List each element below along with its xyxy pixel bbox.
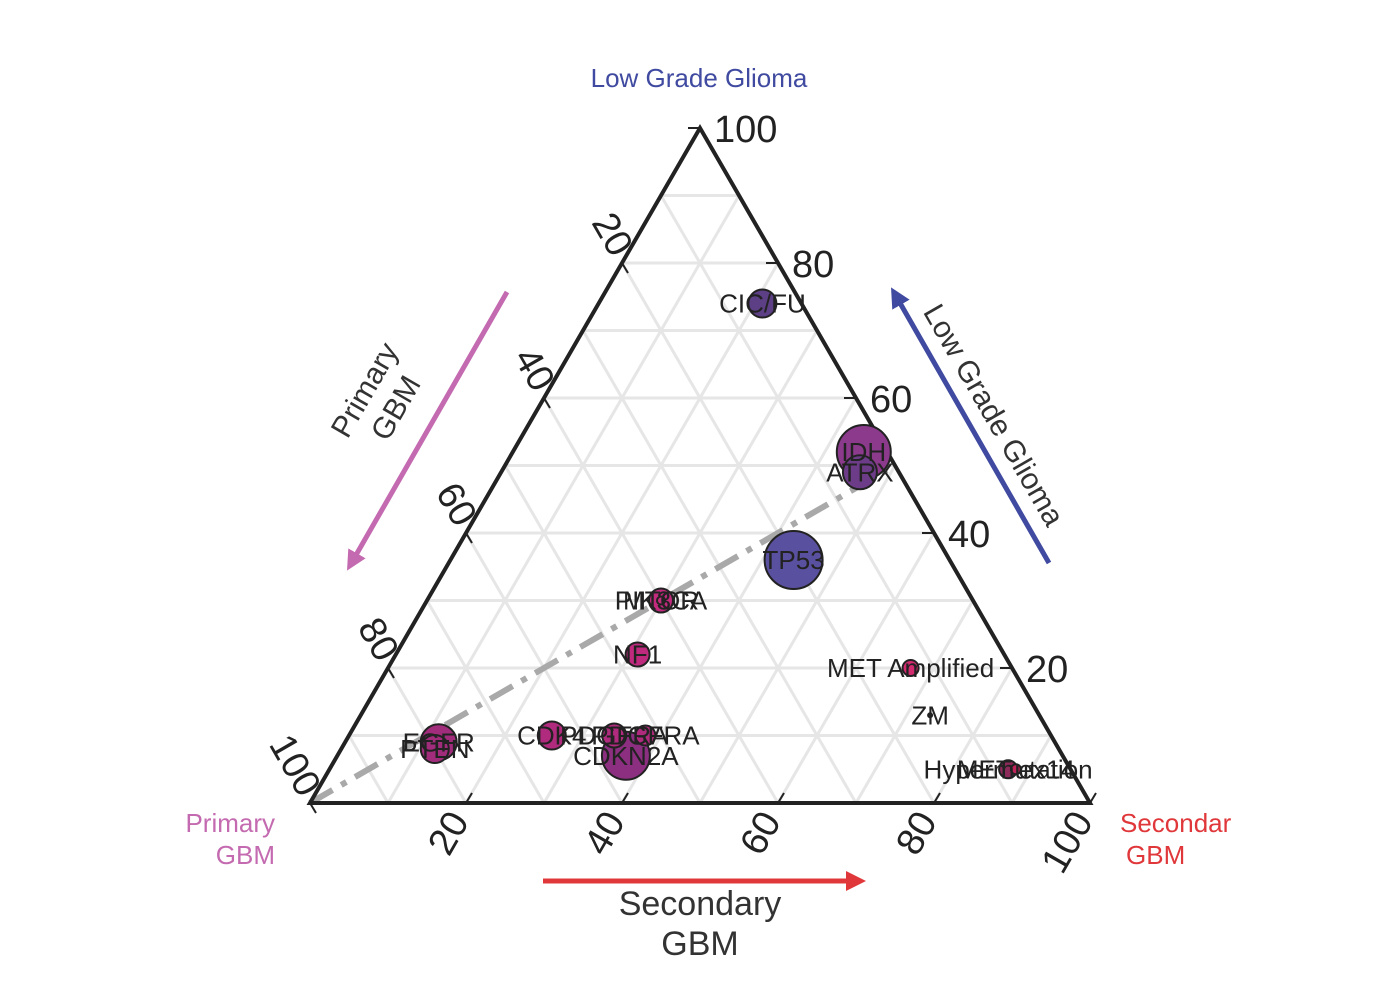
data-point-label: Hypermutation xyxy=(924,754,1093,784)
data-point-label: PDGFRA xyxy=(560,721,669,751)
tick-label-primary: 80 xyxy=(349,611,407,669)
data-point-label: NF1 xyxy=(613,640,662,670)
ternary-frame xyxy=(306,124,1094,805)
data-point-label: ATRX xyxy=(826,457,893,487)
tick-label-lgg: 20 xyxy=(1026,649,1068,691)
grid-line-secondary xyxy=(932,667,1014,804)
data-point-label: PTEN xyxy=(400,734,469,764)
tick-label-lgg: 80 xyxy=(792,244,834,286)
tick-mark-primary xyxy=(309,802,317,814)
tick-mark-secondary xyxy=(777,792,785,804)
tick-label-primary: 20 xyxy=(583,206,641,264)
corner-label-left-line1: Primary xyxy=(185,808,275,838)
data-point xyxy=(763,530,824,590)
tick-mark-secondary xyxy=(621,792,629,804)
data-point-label: MTOR xyxy=(623,586,699,616)
reference-line xyxy=(308,462,897,806)
tick-mark-primary xyxy=(621,262,629,274)
tick-mark-secondary xyxy=(933,792,941,804)
side-label-bottom-line1: Secondary xyxy=(619,885,782,923)
data-point-label: TP53 xyxy=(763,545,825,575)
data-point xyxy=(656,595,666,606)
data-point-label: CIC/FU xyxy=(719,289,806,319)
grid-line-secondary xyxy=(698,464,897,804)
tick-label-secondary: 100 xyxy=(1034,805,1102,881)
data-point-label: PDGFRA xyxy=(591,721,700,751)
data-point xyxy=(841,454,878,491)
side-label-right: Low Grade Glioma xyxy=(916,299,1070,532)
corner-label-right-line1: Secondar xyxy=(1120,808,1232,838)
tick-label-secondary: 60 xyxy=(732,805,790,863)
grid-line-secondary xyxy=(1010,734,1053,804)
side-label-right-text: Low Grade Glioma xyxy=(916,299,1070,532)
corner-label-top: Low Grade Glioma xyxy=(591,63,808,93)
tick-label-lgg: 100 xyxy=(714,109,777,151)
data-point xyxy=(1009,763,1022,776)
tick-mark-secondary xyxy=(465,792,473,804)
arrow-low-grade-glioma xyxy=(891,287,1052,565)
data-point xyxy=(624,641,651,668)
tick-mark-primary xyxy=(543,397,551,409)
grid-line-secondary xyxy=(776,532,936,804)
reference-dash-dot-line xyxy=(308,462,897,806)
data-point xyxy=(419,734,450,764)
tick-label-primary: 40 xyxy=(505,341,563,399)
data-point xyxy=(601,722,628,749)
data-point-label: PIK3CA xyxy=(615,586,708,616)
data-point-label: EGFR xyxy=(403,727,475,757)
grid-line-secondary xyxy=(542,329,819,804)
grid-line-secondary xyxy=(386,194,741,804)
arrow-primary-gbm xyxy=(347,290,510,571)
tick-mark-secondary xyxy=(1089,792,1097,804)
grid-line-secondary xyxy=(854,599,975,804)
tick-mark-primary xyxy=(465,532,473,544)
tick-label-secondary: 40 xyxy=(576,805,634,863)
data-point xyxy=(747,288,778,319)
corner-label-left-line2: GBM xyxy=(216,840,275,870)
data-point-label: CDKN2A xyxy=(573,741,679,771)
side-label-bottom-line2: GBM xyxy=(661,925,738,963)
tick-mark-primary xyxy=(387,667,395,679)
data-point-label: MET Amplified xyxy=(827,653,994,683)
grid-line-primary xyxy=(425,599,546,804)
data-points xyxy=(419,288,1022,781)
data-point-label: MET ex14 xyxy=(957,754,1075,784)
corner-label-right-line2: GBM xyxy=(1126,840,1185,870)
grid-line-primary xyxy=(659,194,1014,804)
data-point-label: CDK4 xyxy=(517,721,586,751)
data-point-label: IDH xyxy=(841,437,886,467)
data-point xyxy=(927,712,934,719)
data-point xyxy=(901,659,920,677)
tick-label-secondary: 20 xyxy=(420,805,478,863)
tick-label-secondary: 80 xyxy=(888,805,946,863)
tick-label-lgg: 60 xyxy=(870,379,912,421)
data-point xyxy=(634,724,657,747)
data-point-label: ZM xyxy=(911,700,949,730)
data-point xyxy=(536,720,567,751)
tick-label-primary: 60 xyxy=(427,476,485,534)
tick-label-lgg: 40 xyxy=(948,514,990,556)
